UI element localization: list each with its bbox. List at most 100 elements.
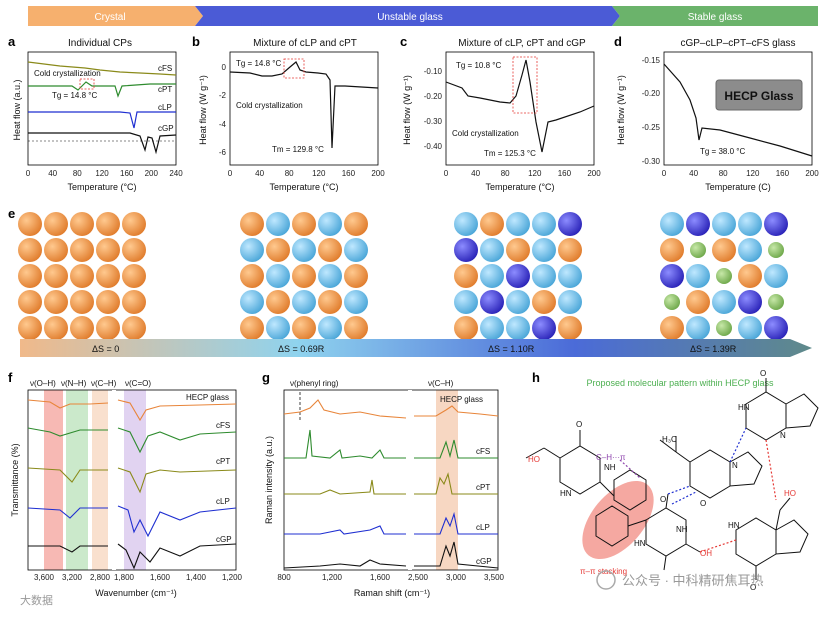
curve-b bbox=[229, 61, 379, 149]
curve-d bbox=[663, 63, 813, 157]
band-label-g-ch: ν(C–H) bbox=[428, 379, 454, 388]
atom-label-hn4: HN bbox=[728, 521, 740, 530]
panel-letter-f: f bbox=[8, 370, 13, 385]
atom-ball bbox=[292, 290, 316, 314]
ytick-d-2: -0.25 bbox=[642, 123, 661, 132]
atom-ball bbox=[532, 212, 556, 236]
atom-ball bbox=[18, 212, 42, 236]
atom-ball bbox=[70, 238, 94, 262]
xlabel-b: Temperature (°C) bbox=[269, 182, 338, 192]
panel-title-b: Mixture of cLP and cPT bbox=[253, 38, 357, 49]
atom-label-o2: O bbox=[700, 499, 706, 508]
atom-ball bbox=[506, 212, 530, 236]
band-label-co: ν(C=O) bbox=[125, 379, 151, 388]
annotation-tm-b: Tm = 129.8 °C bbox=[272, 145, 324, 154]
xlabel-d: Temperature (C) bbox=[705, 182, 771, 192]
xtick-d-0: 0 bbox=[662, 169, 667, 178]
atom-ball bbox=[686, 290, 710, 314]
atom-ball bbox=[660, 212, 684, 236]
ytick-c-3: -0.40 bbox=[424, 142, 443, 151]
band-label-unstable: Unstable glass bbox=[377, 12, 443, 23]
ch-pi-label: C–H···π bbox=[596, 453, 626, 462]
band-label-phenyl: ν(phenyl ring) bbox=[290, 379, 339, 388]
xlabel-a: Temperature (°C) bbox=[67, 182, 136, 192]
ir-cLP bbox=[27, 505, 237, 538]
atom-ball bbox=[454, 316, 478, 340]
xticks-c: 0 40 80 120 160 200 bbox=[444, 169, 601, 178]
atom-ball bbox=[266, 264, 290, 288]
entropy-arrow bbox=[20, 339, 812, 357]
atom-ball bbox=[266, 238, 290, 262]
watermark: 公众号 · 中科精研焦耳热 大数据 bbox=[20, 570, 764, 607]
xtick-g-3: 2,500 bbox=[408, 573, 429, 582]
ir-label-hecp: HECP glass bbox=[186, 393, 229, 402]
ylabel-a: Heat flow (a.u.) bbox=[12, 79, 22, 140]
atom-ball bbox=[18, 316, 42, 340]
xtick-g-4: 3,000 bbox=[446, 573, 467, 582]
atom-ball bbox=[480, 316, 504, 340]
xtick-g-5: 3,500 bbox=[484, 573, 505, 582]
curve-cPT bbox=[28, 81, 176, 98]
atom-ball bbox=[292, 264, 316, 288]
atom-ball bbox=[18, 290, 42, 314]
atom-ball bbox=[738, 238, 762, 262]
watermark-right: 公众号 · 中科精研焦耳热 bbox=[622, 573, 764, 588]
atom-ball bbox=[318, 316, 342, 340]
atom-ball bbox=[454, 238, 478, 262]
xtick-c-4: 160 bbox=[558, 169, 572, 178]
atom-label-hn1: HN bbox=[560, 489, 572, 498]
annotation-tg-c: Tg = 10.8 °C bbox=[456, 61, 501, 70]
atom-ball bbox=[318, 264, 342, 288]
xtick-g-1: 1,200 bbox=[322, 573, 343, 582]
atom-ball bbox=[506, 238, 530, 262]
atom-label-oh: OH bbox=[700, 549, 712, 558]
atom-ball bbox=[480, 264, 504, 288]
molecule-skeleton bbox=[525, 378, 819, 580]
atom-ball bbox=[122, 264, 146, 288]
atom-ball bbox=[558, 264, 582, 288]
atom-label-n: N bbox=[732, 461, 738, 470]
atom-ball bbox=[768, 242, 784, 258]
label-cLP-a: cLP bbox=[158, 103, 172, 112]
atom-ball bbox=[266, 212, 290, 236]
cold-cryst-box-c bbox=[512, 56, 538, 114]
xlabel-c: Temperature (°C) bbox=[485, 182, 554, 192]
atom-ball bbox=[44, 212, 68, 236]
annotation-tg-d: Tg = 38.0 °C bbox=[700, 147, 745, 156]
atom-ball bbox=[712, 238, 736, 262]
atom-ball bbox=[712, 290, 736, 314]
panel-title-c: Mixture of cLP, cPT and cGP bbox=[458, 38, 586, 49]
pi-stacking-highlight bbox=[582, 480, 654, 560]
panel-f: f ν(O–H) ν(N–H) ν(C–H) ν(C=O) HECP glass… bbox=[8, 370, 243, 598]
atom-label-o1: O bbox=[576, 420, 582, 429]
atom-ball bbox=[96, 264, 120, 288]
atom-ball bbox=[480, 290, 504, 314]
label-cGP-a: cGP bbox=[158, 124, 174, 133]
atom-ball bbox=[18, 238, 42, 262]
xtick-d-5: 200 bbox=[805, 169, 819, 178]
atom-ball bbox=[764, 316, 788, 340]
watermark-left: 大数据 bbox=[20, 593, 53, 607]
hbonds bbox=[619, 427, 777, 553]
panel-letter-d: d bbox=[614, 34, 622, 49]
atom-label-hn3: HN bbox=[738, 403, 750, 412]
raman-label-cLP: cLP bbox=[476, 523, 490, 532]
atom-ball bbox=[480, 212, 504, 236]
atom-ball bbox=[96, 316, 120, 340]
raman-cFS bbox=[284, 429, 498, 459]
atom-ball bbox=[716, 268, 732, 284]
atom-ball bbox=[660, 264, 684, 288]
ytick-b-0: 0 bbox=[222, 63, 227, 72]
xtick-a-0: 0 bbox=[26, 169, 31, 178]
ir-hecp bbox=[27, 399, 237, 422]
atom-ball bbox=[738, 212, 762, 236]
xtick-d-3: 120 bbox=[746, 169, 760, 178]
atom-ball bbox=[558, 212, 582, 236]
band-label-crystal: Crystal bbox=[94, 12, 125, 23]
xtick-c-2: 80 bbox=[501, 169, 510, 178]
atom-ball bbox=[70, 316, 94, 340]
xtick-a-5: 200 bbox=[145, 169, 159, 178]
ytick-b-2: -4 bbox=[219, 120, 227, 129]
atom-ball bbox=[532, 316, 556, 340]
ytick-d-3: -0.30 bbox=[642, 157, 661, 166]
